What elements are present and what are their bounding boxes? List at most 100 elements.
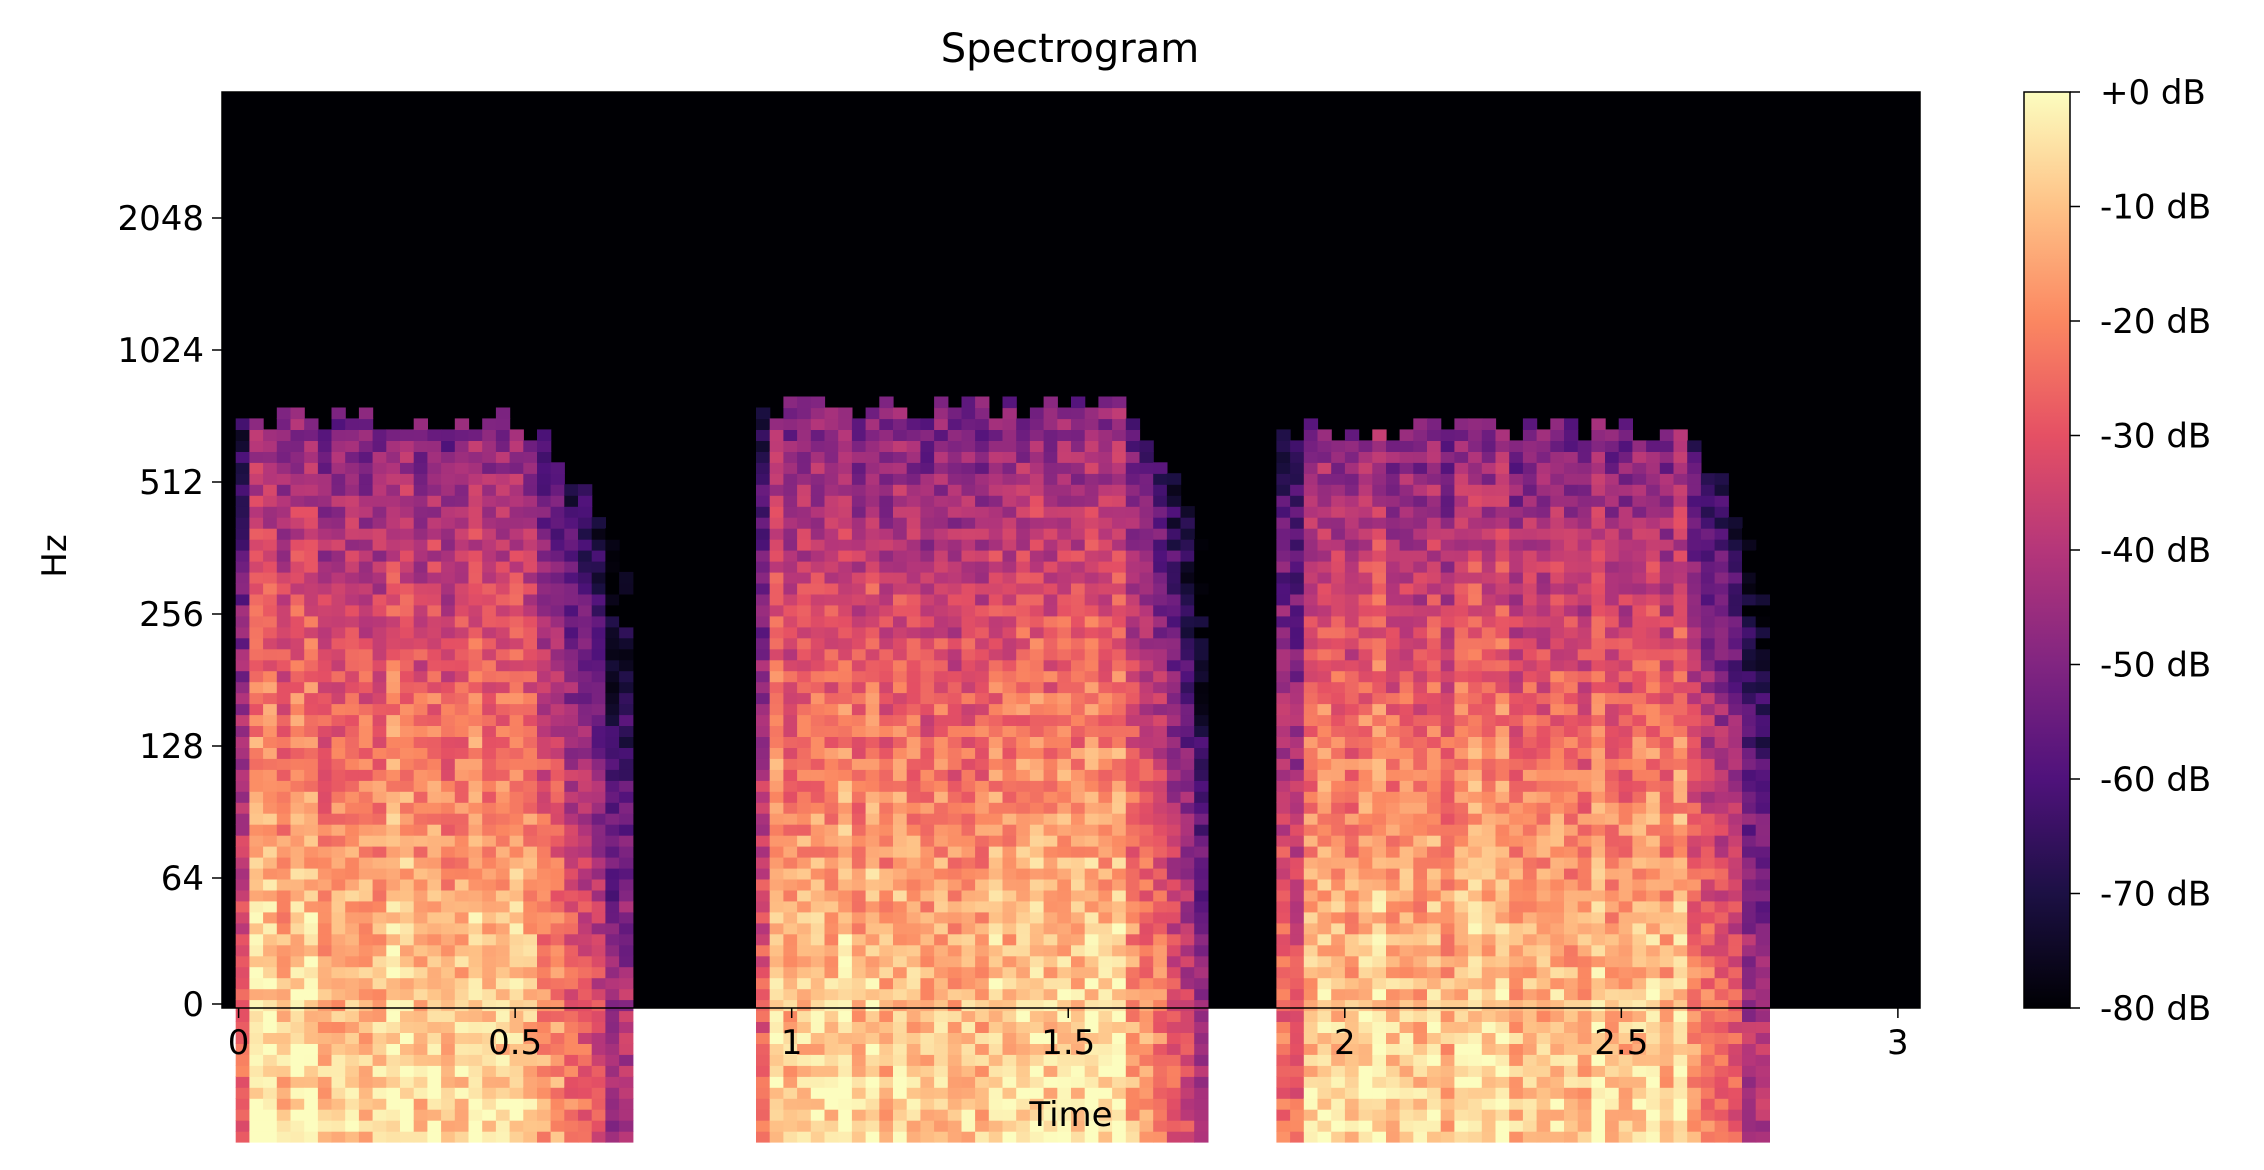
spectrogram-cell [1194,879,1208,891]
spectrogram-cell [1304,802,1318,814]
spectrogram-cell [907,714,921,726]
spectrogram-cell [304,473,318,485]
spectrogram-cell [564,835,578,847]
spectrogram-cell [783,1065,797,1077]
spectrogram-cell [1030,835,1044,847]
spectrogram-cell [537,572,551,584]
spectrogram-cell [1126,912,1140,924]
spectrogram-cell [1003,397,1017,409]
spectrogram-cell [414,868,428,880]
spectrogram-cell [441,780,455,792]
spectrogram-cell [1098,890,1112,902]
spectrogram-cell [510,1120,524,1132]
spectrogram-cell [756,616,770,628]
spectrogram-cell [838,473,852,485]
spectrogram-cell [373,616,387,628]
spectrogram-cell [373,572,387,584]
spectrogram-cell [907,725,921,737]
spectrogram-cell [1016,934,1030,946]
spectrogram-cell [866,572,880,584]
spectrogram-cell [236,780,250,792]
spectrogram-cell [1016,1010,1030,1022]
spectrogram-cell [1276,725,1290,737]
spectrogram-cell [1276,923,1290,935]
spectrogram-cell [1140,857,1154,869]
spectrogram-cell [934,660,948,672]
spectrogram-cell [948,989,962,1001]
spectrogram-cell [510,780,524,792]
spectrogram-cell [482,934,496,946]
spectrogram-cell [1098,660,1112,672]
spectrogram-cell [1112,956,1126,968]
spectrogram-cell [427,583,441,595]
spectrogram-cell [277,1021,291,1033]
spectrogram-cell [1140,802,1154,814]
spectrogram-cell [1441,901,1455,913]
spectrogram-cell [400,736,414,748]
spectrogram-cell [1359,1032,1373,1044]
spectrogram-cell [510,495,524,507]
spectrogram-cell [1140,1043,1154,1055]
spectrogram-cell [551,1032,565,1044]
spectrogram-cell [249,473,263,485]
spectrogram-cell [1427,462,1441,474]
spectrogram-cell [1071,550,1085,562]
spectrogram-cell [1276,736,1290,748]
spectrogram-cell [1290,813,1304,825]
spectrogram-cell [838,583,852,595]
spectrogram-cell [852,791,866,803]
spectrogram-cell [1290,561,1304,573]
spectrogram-cell [1071,1065,1085,1077]
spectrogram-cell [866,813,880,825]
spectrogram-cell [783,802,797,814]
spectrogram-cell [1016,1043,1030,1055]
spectrogram-cell [989,934,1003,946]
spectrogram-cell [1359,1087,1373,1099]
spectrogram-cell [263,791,277,803]
spectrogram-cell [893,462,907,474]
spectrogram-cell [1276,462,1290,474]
spectrogram-cell [783,451,797,463]
spectrogram-cell [1112,879,1126,891]
spectrogram-cell [1112,1087,1126,1099]
spectrogram-cell [1318,517,1332,529]
spectrogram-cell [427,879,441,891]
spectrogram-cell [482,1065,496,1077]
spectrogram-cell [386,791,400,803]
spectrogram-cell [866,912,880,924]
spectrogram-cell [1372,1109,1386,1121]
spectrogram-cell [304,605,318,617]
spectrogram-cell [1413,747,1427,759]
spectrogram-cell [400,934,414,946]
spectrogram-cell [866,495,880,507]
spectrogram-cell [345,813,359,825]
spectrogram-cell [619,824,633,836]
spectrogram-cell [756,1131,770,1143]
spectrogram-cell [1044,879,1058,891]
spectrogram-cell [1140,1120,1154,1132]
spectrogram-cell [1359,462,1373,474]
spectrogram-cell [605,901,619,913]
spectrogram-cell [866,1032,880,1044]
spectrogram-cell [441,923,455,935]
spectrogram-cell [989,473,1003,485]
spectrogram-cell [770,473,784,485]
spectrogram-cell [1331,1076,1345,1088]
spectrogram-cell [1441,550,1455,562]
spectrogram-cell [318,714,332,726]
spectrogram-cell [236,802,250,814]
spectrogram-cell [441,846,455,858]
spectrogram-cell [1400,989,1414,1001]
spectrogram-cell [1372,824,1386,836]
spectrogram-cell [962,901,976,913]
spectrogram-cell [975,978,989,990]
spectrogram-cell [1276,627,1290,639]
spectrogram-cell [1153,923,1167,935]
spectrogram-cell [879,956,893,968]
spectrogram-cell [236,473,250,485]
spectrogram-cell [373,791,387,803]
spectrogram-cell [1167,660,1181,672]
spectrogram-cell [592,1010,606,1022]
spectrogram-cell [1057,1010,1071,1022]
spectrogram-cell [551,671,565,683]
